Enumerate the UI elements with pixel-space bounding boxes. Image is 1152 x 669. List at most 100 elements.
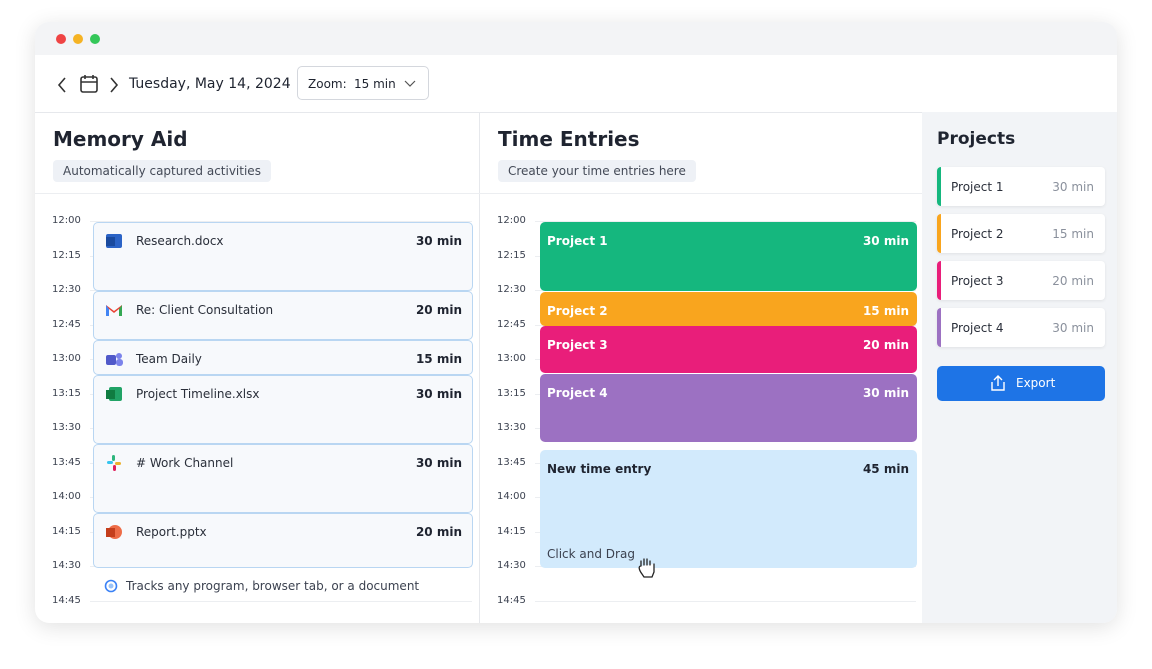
activity-duration: 30 min	[415, 234, 462, 248]
close-dot[interactable]	[56, 34, 66, 44]
time-label: 14:00	[497, 491, 526, 502]
entry-name: Project 4	[547, 386, 608, 400]
time-entry[interactable]: Project 2 15 min	[540, 292, 917, 326]
entry-duration: 45 min	[862, 462, 909, 476]
divider	[479, 112, 480, 623]
entry-duration: 15 min	[862, 304, 909, 318]
app-icon	[106, 353, 123, 366]
time-label: 13:15	[52, 387, 81, 399]
time-label: 14:00	[52, 491, 81, 502]
time-label: 12:15	[497, 249, 526, 261]
project-item[interactable]: Project 3 20 min	[937, 261, 1105, 300]
project-item[interactable]: Project 1 30 min	[937, 167, 1105, 206]
export-icon	[991, 375, 1005, 391]
time-label: 12:00	[497, 215, 526, 226]
entry-hint: Click and Drag	[547, 547, 635, 561]
activity-card[interactable]: # Work Channel 30 min	[93, 444, 473, 513]
grid-line	[535, 600, 916, 602]
project-item[interactable]: Project 4 30 min	[937, 308, 1105, 347]
project-color	[937, 261, 941, 300]
grid-line	[90, 600, 472, 602]
tracking-icon	[104, 579, 118, 593]
panel-subtitle: Automatically captured activities	[53, 160, 271, 182]
activity-card[interactable]: Report.pptx 20 min	[93, 513, 473, 568]
project-name: Project 2	[951, 227, 1004, 241]
project-color	[937, 214, 941, 253]
minimize-dot[interactable]	[73, 34, 83, 44]
zoom-select[interactable]: Zoom: 15 min	[297, 66, 429, 100]
date-label: Tuesday, May 14, 2024	[129, 76, 291, 92]
project-item[interactable]: Project 2 15 min	[937, 214, 1105, 253]
project-duration: 30 min	[1052, 180, 1094, 194]
export-button[interactable]: Export	[937, 366, 1105, 401]
time-label: 13:30	[52, 422, 81, 433]
app-icon	[106, 525, 122, 539]
toolbar: Tuesday, May 14, 2024 Zoom: 15 min	[35, 55, 1117, 113]
calendar-button[interactable]	[80, 75, 98, 93]
grid-line	[535, 221, 916, 222]
entry-duration: 30 min	[862, 234, 909, 248]
project-name: Project 3	[951, 274, 1004, 288]
project-duration: 30 min	[1052, 321, 1094, 335]
new-time-entry[interactable]: New time entry 45 min Click and Drag	[540, 450, 917, 568]
entry-name: New time entry	[547, 462, 652, 476]
panel-title: Projects	[937, 129, 1016, 149]
footer-note: Tracks any program, browser tab, or a do…	[126, 579, 420, 593]
activity-duration: 20 min	[415, 525, 462, 539]
activity-card[interactable]: Project Timeline.xlsx 30 min	[93, 375, 473, 444]
app-icon	[106, 387, 122, 401]
activity-card[interactable]: Team Daily 15 min	[93, 340, 473, 375]
zoom-value: 15 min	[354, 77, 396, 91]
time-label: 12:30	[52, 284, 81, 295]
time-label: 12:30	[497, 284, 526, 295]
activity-duration: 30 min	[415, 456, 462, 470]
activity-duration: 15 min	[415, 352, 462, 366]
project-color	[937, 308, 941, 347]
activity-card[interactable]: Re: Client Consultation 20 min	[93, 291, 473, 340]
entry-duration: 20 min	[862, 338, 909, 352]
title-bar	[35, 22, 1117, 55]
project-name: Project 4	[951, 321, 1004, 335]
activity-name: # Work Channel	[136, 456, 234, 470]
time-label: 13:30	[497, 422, 526, 433]
activity-duration: 20 min	[415, 303, 462, 317]
time-label: 13:15	[497, 387, 526, 399]
next-button[interactable]	[110, 77, 119, 93]
time-entry[interactable]: Project 1 30 min	[540, 222, 917, 291]
time-label: 14:45	[52, 594, 81, 606]
time-label: 13:00	[497, 353, 526, 364]
activity-card[interactable]: Research.docx 30 min	[93, 222, 473, 291]
prev-button[interactable]	[57, 77, 66, 93]
time-entry[interactable]: Project 4 30 min	[540, 374, 917, 442]
activity-duration: 30 min	[415, 387, 462, 401]
panel-title: Memory Aid	[53, 127, 188, 151]
project-duration: 15 min	[1052, 227, 1094, 241]
time-label: 14:30	[497, 560, 526, 571]
panel-title: Time Entries	[498, 127, 640, 151]
entry-name: Project 3	[547, 338, 608, 352]
entry-name: Project 1	[547, 234, 608, 248]
panel-subtitle: Create your time entries here	[498, 160, 696, 182]
zoom-label: Zoom:	[308, 77, 347, 91]
app-icon	[106, 305, 122, 316]
activity-name: Report.pptx	[136, 525, 207, 539]
time-label: 14:15	[497, 525, 526, 537]
time-label: 12:00	[52, 215, 81, 226]
maximize-dot[interactable]	[90, 34, 100, 44]
time-label: 13:00	[52, 353, 81, 364]
time-label: 13:45	[52, 456, 81, 468]
app-icon	[106, 234, 122, 248]
entry-duration: 30 min	[862, 386, 909, 400]
project-name: Project 1	[951, 180, 1004, 194]
app-icon	[107, 455, 121, 471]
grab-cursor	[638, 558, 655, 578]
time-label: 14:45	[497, 594, 526, 606]
activity-name: Research.docx	[136, 234, 224, 248]
activity-name: Project Timeline.xlsx	[136, 387, 260, 401]
time-label: 13:45	[497, 456, 526, 468]
time-entry[interactable]: Project 3 20 min	[540, 326, 917, 373]
project-color	[937, 167, 941, 206]
export-label: Export	[1016, 376, 1056, 390]
time-label: 14:30	[52, 560, 81, 571]
